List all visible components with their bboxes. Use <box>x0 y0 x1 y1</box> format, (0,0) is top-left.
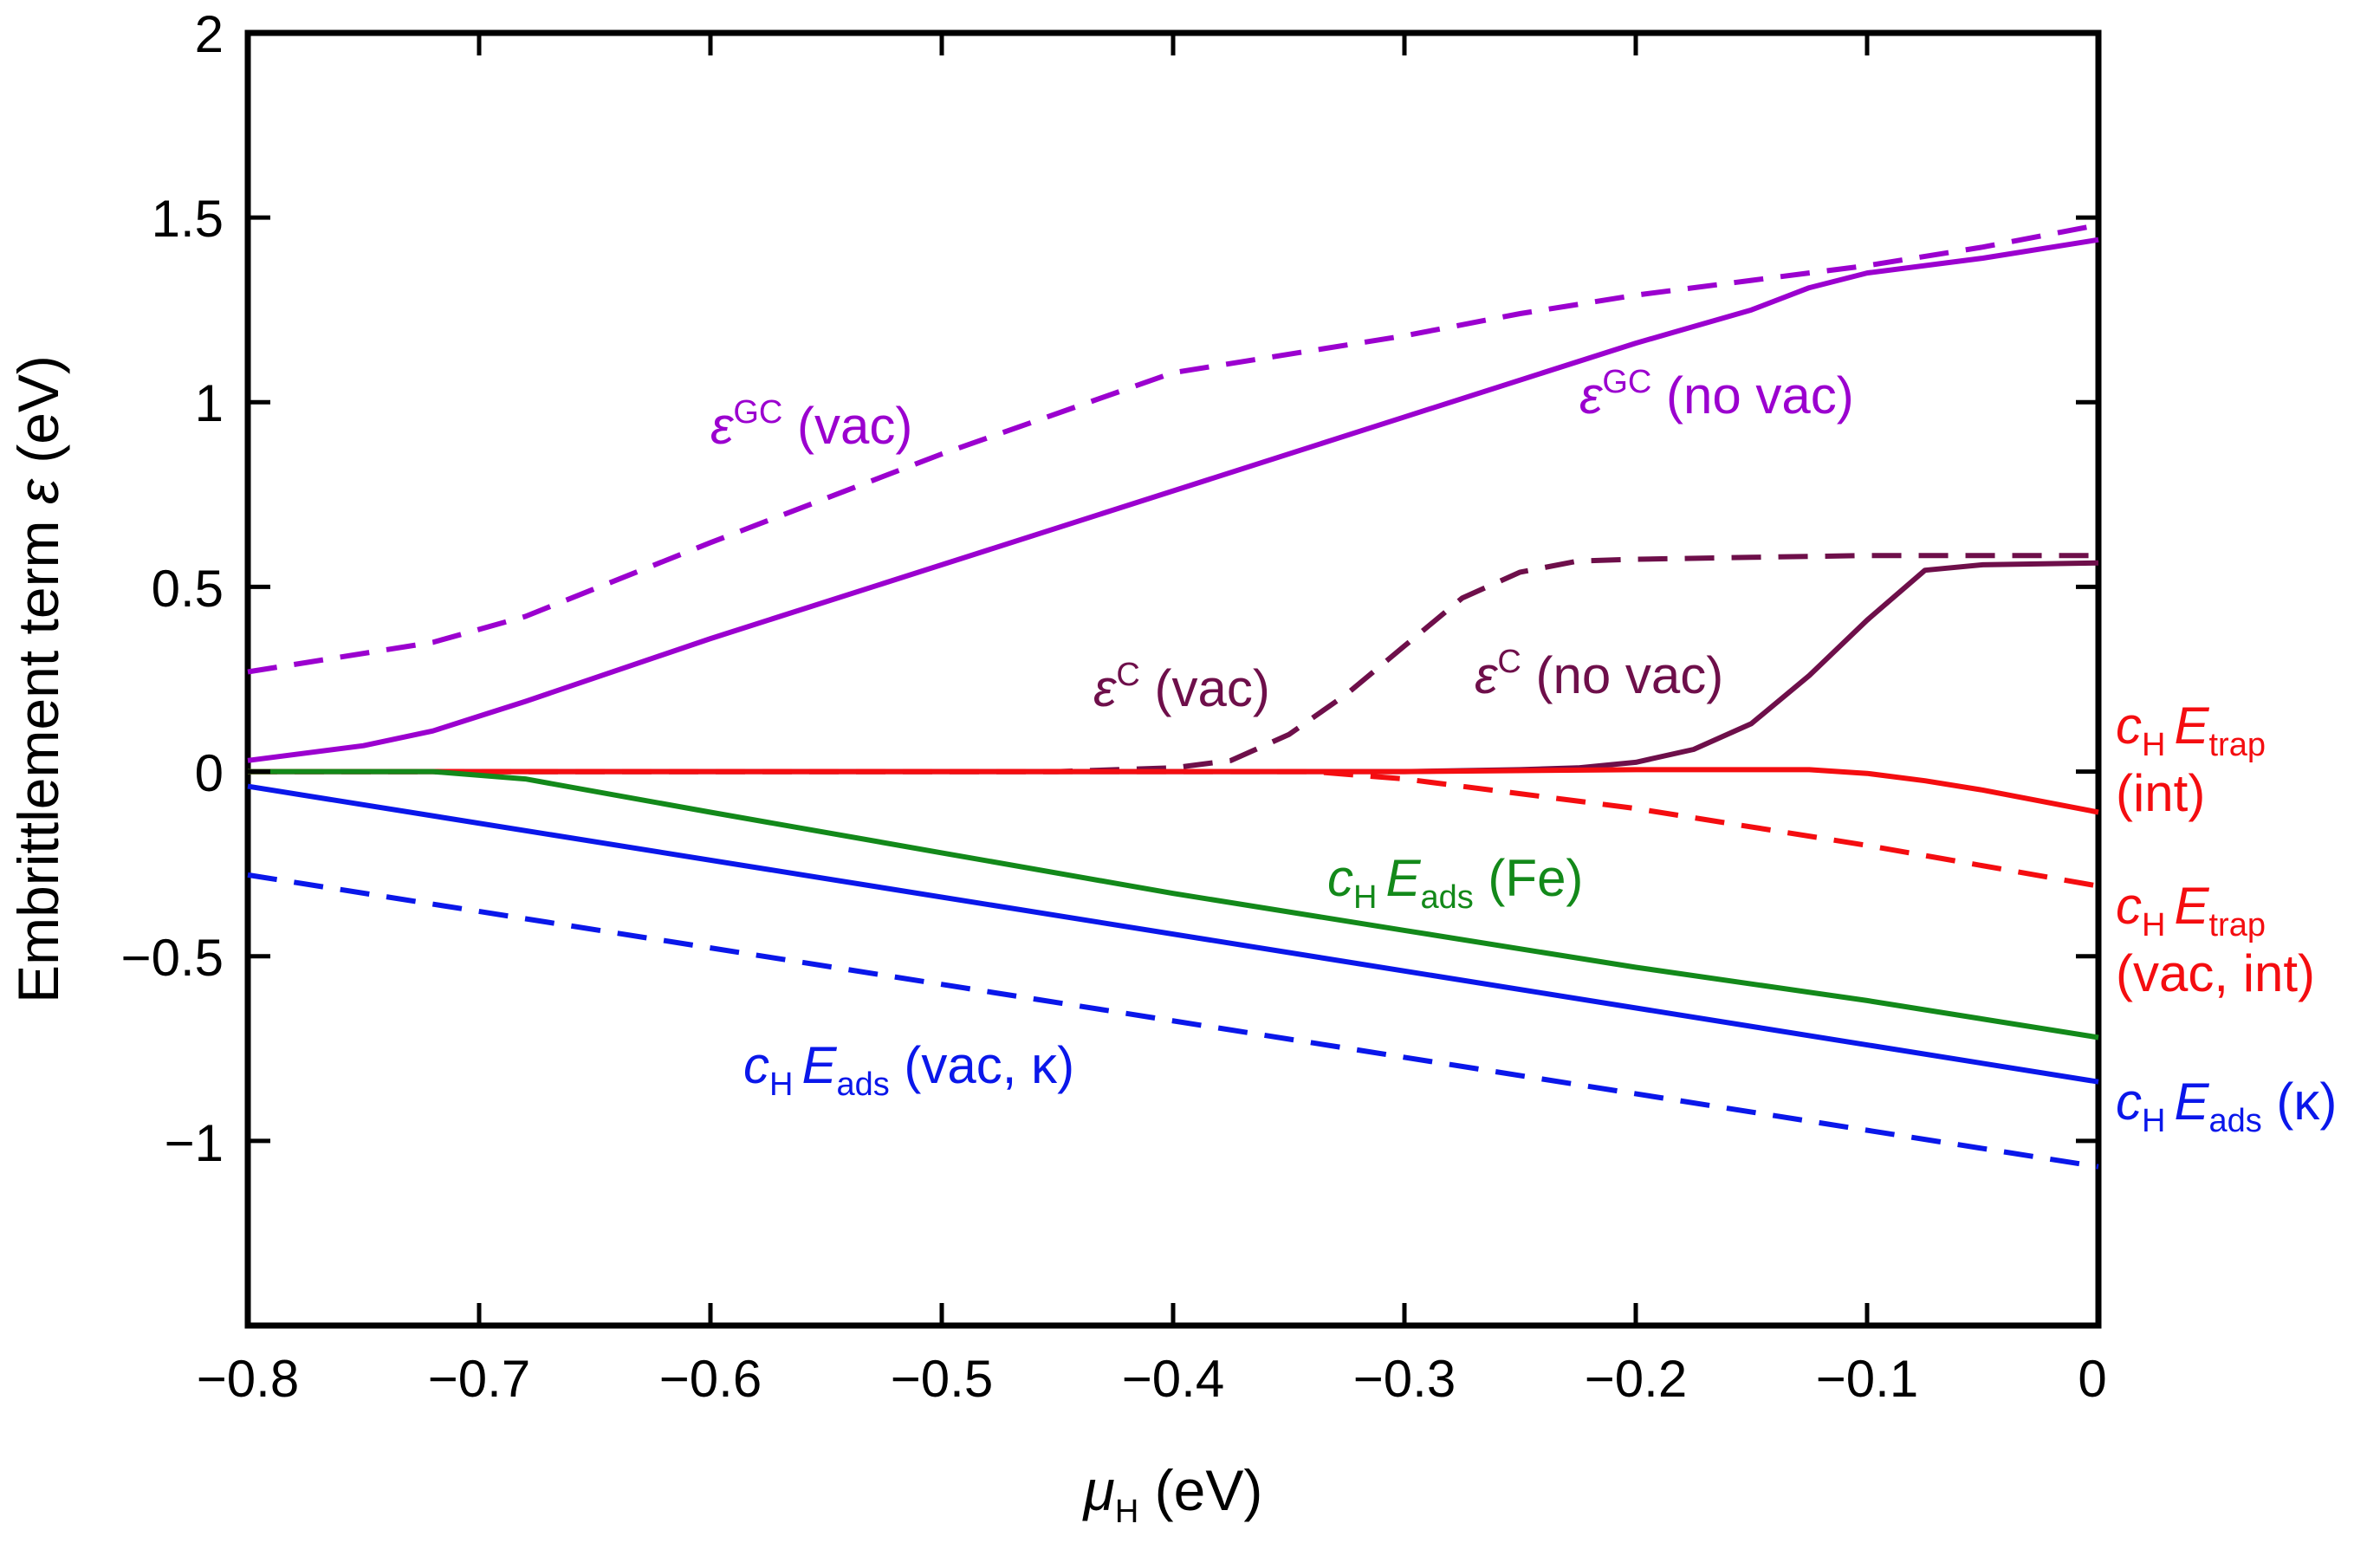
label-ch-eads-fe: cH Eads (Fe) <box>1327 849 1583 916</box>
y-tick-label: 0 <box>195 744 224 802</box>
series-line-ads-vac-k <box>247 872 2099 1170</box>
series-line-trap-int <box>248 767 2099 815</box>
y-tick-label: 1 <box>195 374 224 432</box>
label-epsilon-gc-vac: εGC (vac) <box>710 394 912 455</box>
x-tick-label: −0.1 <box>1816 1350 1918 1408</box>
x-tick-label: −0.3 <box>1353 1350 1456 1408</box>
label-epsilon-gc-novac: εGC (no vac) <box>1579 364 1854 425</box>
y-tick-label: −0.5 <box>121 929 224 987</box>
y-tick-labels: 2 1.5 1 0.5 0 −0.5 −1 <box>121 5 224 1172</box>
x-tick-label: −0.6 <box>659 1350 762 1408</box>
series-line-ads-fe <box>248 768 2099 1041</box>
x-tick-label: −0.8 <box>197 1350 299 1408</box>
series-line-ads-k <box>247 783 2099 1085</box>
y-tick-label: 1.5 <box>152 190 224 248</box>
series-line-c-vac <box>248 553 2098 775</box>
label-ch-etrap-int: cH Etrap (int) <box>2116 697 2266 822</box>
y-tick-label: −1 <box>165 1114 224 1172</box>
label-ch-eads-kappa: cH Eads (κ) <box>2116 1073 2337 1139</box>
x-tick-label: −0.5 <box>891 1350 993 1408</box>
x-tick-label: −0.4 <box>1122 1350 1224 1408</box>
label-epsilon-c-vac: εC (vac) <box>1093 657 1270 717</box>
series-layer <box>247 222 2099 1170</box>
x-tick-label: −0.2 <box>1585 1350 1687 1408</box>
x-tick-label: 0 <box>2078 1350 2106 1408</box>
y-axis-title: Embrittlement term ε (eV) <box>6 355 70 1003</box>
series-line-gc-vac <box>247 222 2099 675</box>
series-line-gc-novac <box>247 237 2099 763</box>
y-tick-label: 0.5 <box>152 560 224 618</box>
label-ch-eads-vac-kappa: cH Eads (vac, κ) <box>743 1036 1074 1103</box>
y-tick-label: 2 <box>195 5 224 63</box>
x-tick-label: −0.7 <box>428 1350 530 1408</box>
series-line-trap-vacint <box>248 768 2099 889</box>
label-epsilon-c-novac: εC (no vac) <box>1475 644 1723 704</box>
tick-layer <box>245 30 2101 1326</box>
x-axis-title: μH (eV) <box>1082 1458 1263 1530</box>
x-tick-labels: −0.8 −0.7 −0.6 −0.5 −0.4 −0.3 −0.2 −0.1 … <box>197 1350 2107 1408</box>
label-ch-etrap-vac-int: cH Etrap (vac, int) <box>2116 877 2315 1002</box>
